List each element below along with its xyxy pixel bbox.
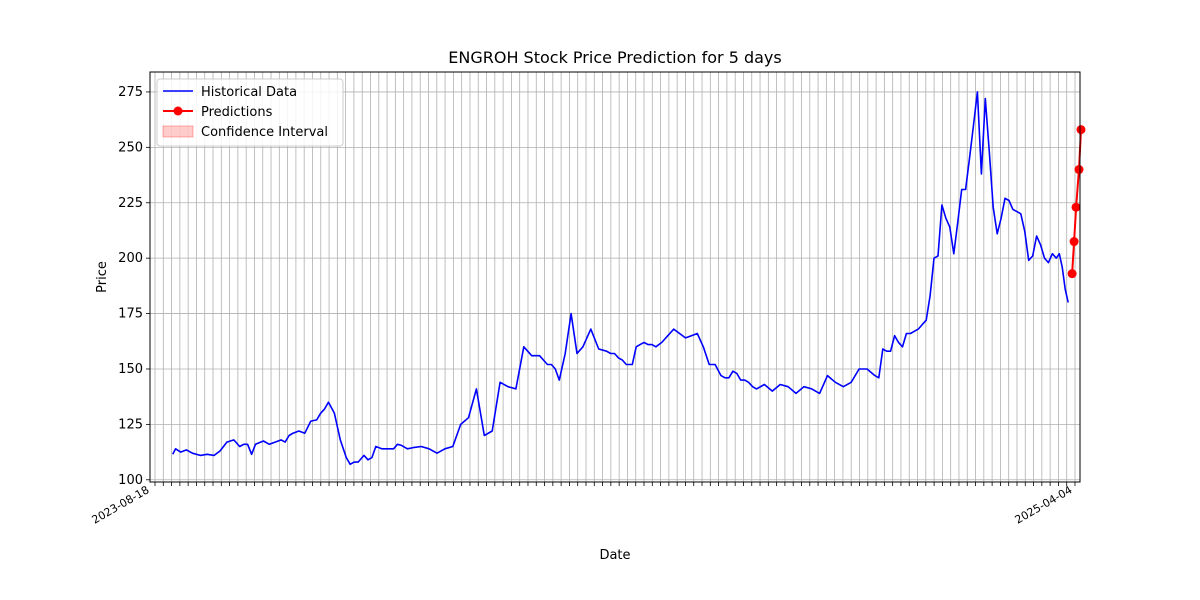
- prediction-point: [1071, 202, 1081, 212]
- legend-predictions-label: Predictions: [201, 105, 273, 120]
- historical-line: [171, 91, 1069, 466]
- plot-frame: [149, 71, 1081, 483]
- prediction-point: [1074, 165, 1084, 175]
- y-tick-label: 275: [118, 85, 143, 100]
- legend: Historical Data Predictions Confidence I…: [156, 78, 344, 147]
- y-axis-ticks: 100 125 150 175 200 225 250 275: [118, 85, 150, 488]
- x-axis-label: Date: [599, 548, 630, 563]
- legend-confidence-swatch: [162, 125, 194, 138]
- grid: [150, 72, 1080, 482]
- y-tick-label: 100: [118, 473, 143, 488]
- y-tick-label: 225: [118, 196, 143, 211]
- legend-confidence-label: Confidence Interval: [201, 125, 328, 140]
- chart-title: ENGROH Stock Price Prediction for 5 days: [448, 48, 781, 67]
- prediction-point: [1069, 237, 1079, 247]
- y-tick-label: 250: [118, 140, 143, 155]
- y-axis-label: Price: [95, 261, 110, 293]
- y-tick-label: 150: [118, 362, 143, 377]
- legend-frame: [156, 78, 344, 147]
- y-tick-label: 200: [118, 251, 143, 266]
- prediction-point: [1067, 269, 1077, 279]
- y-tick-label: 175: [118, 307, 143, 322]
- prediction-point: [1076, 125, 1086, 135]
- legend-predictions-marker: [173, 106, 183, 116]
- legend-historical-label: Historical Data: [201, 85, 297, 100]
- y-tick-label: 125: [118, 417, 143, 432]
- x-axis-ticks: [154, 482, 1076, 486]
